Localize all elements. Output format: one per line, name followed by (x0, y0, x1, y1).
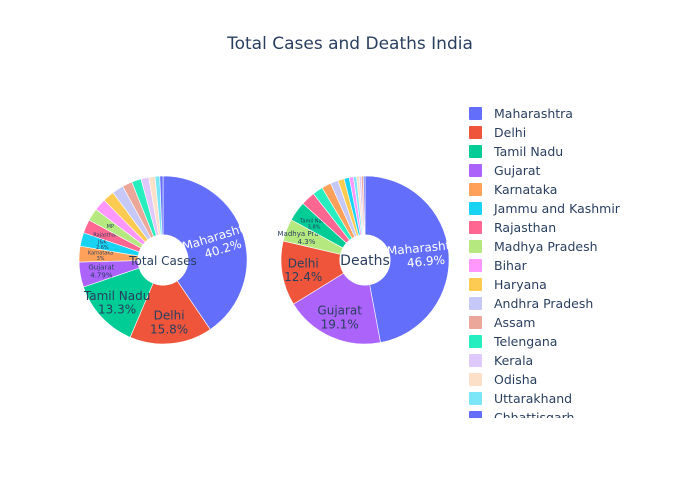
center-label-1: Deaths (340, 253, 390, 269)
legend-label: Uttarakhand (494, 391, 573, 406)
chart-title: Total Cases and Deaths India (227, 34, 473, 54)
legend-item-delhi[interactable]: Delhi (466, 123, 700, 142)
legend-swatch (469, 335, 482, 348)
legend-swatch (469, 221, 482, 234)
legend-item-tamil-nadu[interactable]: Tamil Nadu (466, 142, 700, 161)
legend-swatch (469, 183, 482, 196)
slice-label-0-madhya-pradesh: MP (107, 224, 114, 230)
legend-item-bihar[interactable]: Bihar (466, 256, 700, 275)
legend-item-kerala[interactable]: Kerala (466, 351, 700, 370)
slice-label-1-gujarat: Gujarat 19.1% (317, 304, 362, 332)
slice-label-1-maharashtra: Maharashtra46.9% (386, 237, 464, 272)
slice-1-chhattisgarh[interactable] (363, 175, 366, 236)
slice-label-0-tamil-nadu: Tamil Nadu 13.3% (83, 289, 150, 317)
legend-swatch (469, 354, 482, 367)
legend-label: Karnataka (494, 182, 558, 197)
legend-swatch (469, 126, 482, 139)
legend-item-uttarakhand[interactable]: Uttarakhand (466, 389, 700, 408)
legend-label: Delhi (494, 125, 527, 140)
legend-label: Assam (494, 315, 536, 330)
slice-label-0-jammu-and-kashmir: J&K 2.6% (96, 239, 109, 251)
legend-item-jammu-and-kashmir[interactable]: Jammu and Kashmir (466, 199, 700, 218)
legend-item-haryana[interactable]: Haryana (466, 275, 700, 294)
slice-label-1-tamil-nadu: Tamil Nadu 3.8% (299, 219, 328, 231)
legend-item-telengana[interactable]: Telengana (466, 332, 700, 351)
slice-label-1-delhi: Delhi 12.4% (284, 256, 322, 284)
legend-label: Andhra Pradesh (494, 296, 594, 311)
legend-swatch (469, 164, 482, 177)
slice-label-0-karnataka: Karnataka 3% (88, 250, 113, 262)
legend-label: Jammu and Kashmir (494, 201, 620, 216)
legend-swatch (469, 259, 482, 272)
legend-label: Kerala (494, 353, 534, 368)
legend-swatch (469, 392, 482, 405)
slice-label-1-madhya-pradesh: Madhya Pradesh 4.3% (278, 230, 336, 246)
legend-swatch (469, 145, 482, 158)
legend-item-chhattisgarh[interactable]: Chhattisgarh (466, 408, 700, 418)
legend-label: Bihar (494, 258, 527, 273)
center-label-0: Total Cases (128, 254, 196, 268)
legend-label: Maharashtra (494, 106, 573, 121)
legend-item-maharashtra[interactable]: Maharashtra (466, 104, 700, 123)
legend-item-odisha[interactable]: Odisha (466, 370, 700, 389)
legend-swatch (469, 373, 482, 386)
legend-item-assam[interactable]: Assam (466, 313, 700, 332)
legend-label: Odisha (494, 372, 538, 387)
legend-swatch (469, 411, 482, 418)
slice-label-0-rajasthan: Rajasthan (93, 233, 118, 239)
slice-0-chhattisgarh[interactable] (159, 175, 164, 236)
legend-swatch (469, 316, 482, 329)
slice-0-maharashtra[interactable] (162, 175, 248, 330)
legend-label: Gujarat (494, 163, 541, 178)
slice-1-maharashtra[interactable] (364, 175, 450, 343)
legend-swatch (469, 278, 482, 291)
legend-label: Telengana (494, 334, 558, 349)
slice-label-0-delhi: Delhi 15.8% (150, 309, 188, 337)
legend-swatch (469, 202, 482, 215)
legend-item-gujarat[interactable]: Gujarat (466, 161, 700, 180)
legend-label: Madhya Pradesh (494, 239, 598, 254)
legend-item-madhya-pradesh[interactable]: Madhya Pradesh (466, 237, 700, 256)
legend[interactable]: Maharashtra Delhi Tamil Nadu Gujarat Karnata… (466, 104, 700, 418)
legend-swatch (469, 240, 482, 253)
legend-swatch (469, 107, 482, 120)
legend-label: Tamil Nadu (494, 144, 564, 159)
legend-item-karnataka[interactable]: Karnataka (466, 180, 700, 199)
slice-label-0-gujarat: Gujarat 4.79% (88, 263, 114, 279)
legend-item-andhra-pradesh[interactable]: Andhra Pradesh (466, 294, 700, 313)
legend-swatch (469, 297, 482, 310)
legend-label: Chhattisgarh (494, 410, 575, 418)
legend-label: Haryana (494, 277, 547, 292)
legend-item-rajasthan[interactable]: Rajasthan (466, 218, 700, 237)
legend-label: Rajasthan (494, 220, 557, 235)
